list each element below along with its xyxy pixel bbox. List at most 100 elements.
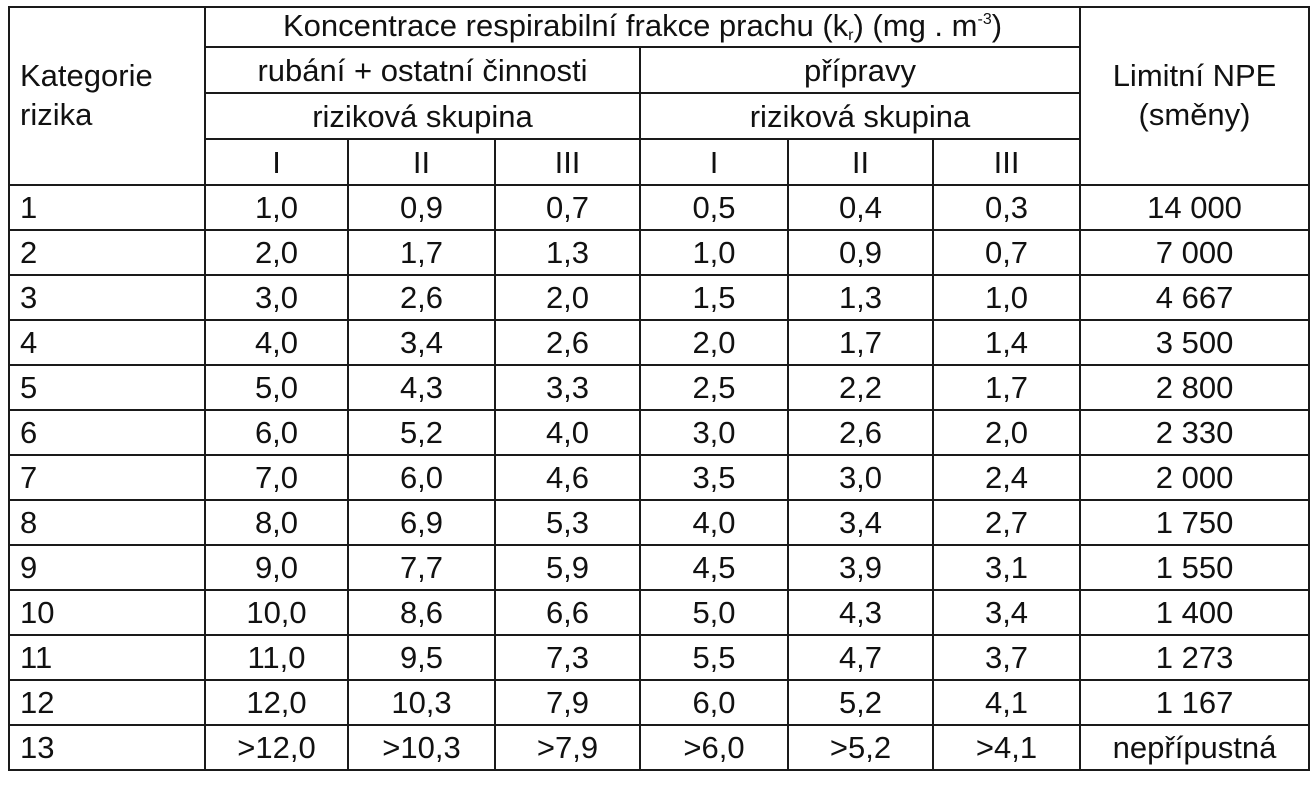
- concentration-cell: 0,7: [931, 229, 1082, 276]
- table-row: 8 8,0 6,9 5,3 4,0 3,4 2,7 1 750: [8, 499, 1311, 546]
- concentration-cell: 4,7: [787, 634, 934, 681]
- table-row: 11 11,0 9,5 7,3 5,5 4,7 3,7 1 273: [8, 634, 1311, 681]
- category-header: Kategorie rizika: [8, 6, 206, 186]
- concentration-cell: 6,0: [347, 454, 496, 501]
- limit-npe-cell: 7 000: [1079, 229, 1311, 276]
- risk-category-cell: 6: [8, 409, 206, 456]
- limit-header: Limitní NPE (směny): [1079, 6, 1311, 186]
- category-header-line2: rizika: [20, 97, 93, 132]
- concentration-cell: 3,0: [639, 409, 789, 456]
- concentration-cell: 11,0: [204, 634, 349, 681]
- table-row: 7 7,0 6,0 4,6 3,5 3,0 2,4 2 000: [8, 454, 1311, 501]
- limit-npe-cell: 1 167: [1079, 679, 1311, 726]
- table-row: 9 9,0 7,7 5,9 4,5 3,9 3,1 1 550: [8, 544, 1311, 591]
- concentration-cell: 1,4: [931, 319, 1082, 366]
- concentration-cell: 2,2: [787, 364, 934, 411]
- limit-npe-cell: 2 000: [1079, 454, 1311, 501]
- risk-category-cell: 2: [8, 229, 206, 276]
- risk-category-cell: 11: [8, 634, 206, 681]
- concentration-cell: >7,9: [494, 724, 641, 771]
- concentration-cell: 1,3: [494, 229, 641, 276]
- table-row: 12 12,0 10,3 7,9 6,0 5,2 4,1 1 167: [8, 679, 1311, 726]
- risk-category-cell: 5: [8, 364, 206, 411]
- concentration-cell: 4,5: [639, 544, 789, 591]
- header-row-2: rubání + ostatní činnosti přípravy: [9, 46, 1309, 94]
- concentration-cell: 0,5: [639, 184, 789, 231]
- group-header-mining: rubání + ostatní činnosti: [204, 46, 641, 94]
- risk-category-cell: 3: [8, 274, 206, 321]
- roman-header: III: [494, 138, 641, 186]
- concentration-cell: 2,4: [931, 454, 1082, 501]
- limit-npe-cell: 2 800: [1079, 364, 1311, 411]
- concentration-cell: 2,6: [347, 274, 496, 321]
- concentration-cell: 7,9: [494, 679, 641, 726]
- concentration-cell: 3,9: [787, 544, 934, 591]
- roman-header: I: [204, 138, 349, 186]
- concentration-cell: 3,5: [639, 454, 789, 501]
- header-row-3: riziková skupina riziková skupina: [9, 92, 1309, 140]
- concentration-cell: 6,0: [204, 409, 349, 456]
- risk-category-cell: 13: [8, 724, 206, 771]
- risk-category-cell: 1: [8, 184, 206, 231]
- header-row-1: Kategorie rizika Koncentrace respirabiln…: [8, 6, 1311, 186]
- concentration-cell: 4,3: [787, 589, 934, 636]
- concentration-cell: 9,0: [204, 544, 349, 591]
- concentration-cell: 10,3: [347, 679, 496, 726]
- table-row: 1 1,0 0,9 0,7 0,5 0,4 0,3 14 000: [8, 184, 1311, 231]
- table-row: 10 10,0 8,6 6,6 5,0 4,3 3,4 1 400: [8, 589, 1311, 636]
- concentration-cell: 3,4: [931, 589, 1082, 636]
- limit-npe-cell: 1 550: [1079, 544, 1311, 591]
- limit-npe-cell: 2 330: [1079, 409, 1311, 456]
- concentration-cell: 3,7: [931, 634, 1082, 681]
- limit-header-line1: Limitní NPE: [1112, 58, 1277, 94]
- concentration-cell: 9,5: [347, 634, 496, 681]
- table-row: 4 4,0 3,4 2,6 2,0 1,7 1,4 3 500: [8, 319, 1311, 366]
- roman-header: II: [347, 138, 496, 186]
- concentration-cell: 10,0: [204, 589, 349, 636]
- concentration-cell: 7,7: [347, 544, 496, 591]
- concentration-cell: 0,9: [787, 229, 934, 276]
- limit-header-line2: (směny): [1138, 97, 1251, 132]
- concentration-cell: 7,3: [494, 634, 641, 681]
- concentration-cell: >6,0: [639, 724, 789, 771]
- concentration-cell: 1,7: [931, 364, 1082, 411]
- concentration-cell: 3,0: [787, 454, 934, 501]
- concentration-cell: 4,3: [347, 364, 496, 411]
- concentration-cell: 12,0: [204, 679, 349, 726]
- concentration-cell: 2,6: [787, 409, 934, 456]
- concentration-cell: 4,0: [639, 499, 789, 546]
- roman-header: II: [787, 138, 934, 186]
- group-header-preparation: přípravy: [638, 46, 1082, 94]
- concentration-cell: >12,0: [204, 724, 349, 771]
- concentration-cell: 5,5: [639, 634, 789, 681]
- concentration-cell: 1,0: [639, 229, 789, 276]
- risk-group-header-preparation: riziková skupina: [638, 92, 1082, 140]
- header-row-4: I II III I II III: [9, 138, 1309, 186]
- concentration-cell: >5,2: [787, 724, 934, 771]
- concentration-cell: 1,3: [787, 274, 934, 321]
- concentration-cell: 4,1: [931, 679, 1082, 726]
- concentration-cell: 0,9: [347, 184, 496, 231]
- limit-npe-cell: 1 273: [1079, 634, 1311, 681]
- concentration-cell: 2,0: [639, 319, 789, 366]
- concentration-cell: 8,6: [347, 589, 496, 636]
- concentration-cell: 5,2: [347, 409, 496, 456]
- concentration-cell: 7,0: [204, 454, 349, 501]
- limit-npe-cell: 1 400: [1079, 589, 1311, 636]
- concentration-header: Koncentrace respirabilní frakce prachu (…: [203, 6, 1082, 48]
- risk-category-cell: 10: [8, 589, 206, 636]
- concentration-cell: 1,5: [639, 274, 789, 321]
- concentration-cell: 4,0: [204, 319, 349, 366]
- concentration-cell: 1,0: [204, 184, 349, 231]
- concentration-cell: 6,6: [494, 589, 641, 636]
- concentration-cell: 2,0: [494, 274, 641, 321]
- concentration-cell: 1,0: [931, 274, 1082, 321]
- concentration-cell: 0,7: [494, 184, 641, 231]
- concentration-cell: 2,5: [639, 364, 789, 411]
- table-row: 2 2,0 1,7 1,3 1,0 0,9 0,7 7 000: [8, 229, 1311, 276]
- concentration-cell: 2,0: [204, 229, 349, 276]
- concentration-cell: 1,7: [787, 319, 934, 366]
- table-row: 13 >12,0 >10,3 >7,9 >6,0 >5,2 >4,1 nepřípustná: [8, 724, 1311, 771]
- concentration-cell: 2,7: [931, 499, 1082, 546]
- concentration-cell: 3,1: [931, 544, 1082, 591]
